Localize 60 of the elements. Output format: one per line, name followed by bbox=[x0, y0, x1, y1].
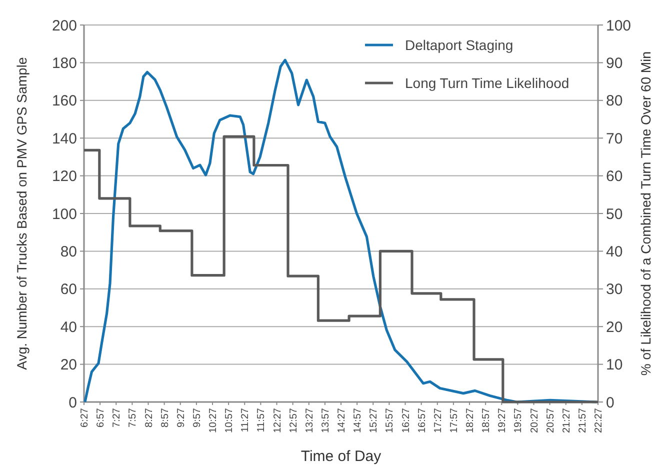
x-tick-label: 21:57 bbox=[577, 408, 588, 434]
x-tick-label: 6:27 bbox=[80, 408, 90, 428]
y-axis-title: Avg. Number of Trucks Based on PMV GPS Sample bbox=[14, 57, 30, 370]
y-tick-label: 140 bbox=[52, 130, 77, 148]
y-tick-label: 200 bbox=[52, 17, 77, 34]
y2-tick-label: 70 bbox=[606, 130, 623, 148]
x-tick-label: 14:27 bbox=[336, 408, 348, 434]
x-tick-label: 20:27 bbox=[529, 408, 540, 434]
x-tick-label: 7:57 bbox=[128, 408, 139, 428]
y-tick-label: 120 bbox=[52, 168, 77, 186]
x-tick-label: 15:27 bbox=[368, 408, 380, 434]
y-tick-label: 60 bbox=[60, 281, 77, 298]
x-tick-label: 9:57 bbox=[192, 408, 203, 428]
x-tick-label: 16:27 bbox=[400, 408, 412, 434]
x-tick-label: 13:27 bbox=[304, 408, 316, 434]
x-axis-title: Time of Day bbox=[300, 448, 382, 465]
x-tick-label: 8:27 bbox=[144, 408, 155, 428]
x-tick-label: 11:27 bbox=[240, 408, 252, 432]
x-tick-label: 8:57 bbox=[160, 408, 171, 428]
x-tick-label: 21:27 bbox=[561, 408, 572, 434]
y2-axis-title: % of Likelihood of a Combined Turn Time Over 60 Min bbox=[638, 51, 654, 376]
y2-tick-label: 100 bbox=[606, 17, 632, 34]
x-tick-label: 10:57 bbox=[224, 408, 236, 434]
y-tick-label: 0 bbox=[68, 394, 77, 412]
y-tick-label: 40 bbox=[60, 318, 77, 336]
y2-tick-label: 80 bbox=[606, 92, 623, 110]
x-tick-label: 22:27 bbox=[594, 408, 604, 434]
x-tick-label: 18:57 bbox=[481, 408, 492, 434]
x-tick-label: 19:27 bbox=[497, 408, 508, 434]
y2-tick-label: 50 bbox=[606, 206, 623, 223]
x-tick-label: 16:57 bbox=[416, 408, 428, 434]
x-tick-label: 13:57 bbox=[320, 408, 332, 434]
x-tick-label: 18:27 bbox=[465, 408, 476, 434]
x-tick-label: 6:57 bbox=[96, 408, 107, 428]
x-tick-label: 20:57 bbox=[545, 408, 556, 434]
y2-tick-label: 0 bbox=[606, 394, 614, 412]
y-tick-label: 20 bbox=[60, 356, 77, 374]
y2-tick-label: 30 bbox=[606, 281, 623, 298]
y2-tick-label: 40 bbox=[606, 243, 623, 260]
y-tick-label: 80 bbox=[60, 243, 77, 260]
x-tick-label: 11:57 bbox=[256, 408, 268, 432]
x-tick-label: 12:57 bbox=[288, 408, 300, 434]
x-tick-label: 9:27 bbox=[176, 408, 187, 428]
legend-label: Deltaport Staging bbox=[405, 36, 514, 53]
y2-tick-label: 60 bbox=[606, 168, 623, 186]
x-tick-label: 15:57 bbox=[384, 408, 396, 434]
x-tick-label: 7:27 bbox=[112, 408, 123, 428]
y2-tick-label: 20 bbox=[606, 318, 623, 336]
x-tick-label: 14:57 bbox=[352, 408, 364, 434]
y-tick-label: 180 bbox=[52, 54, 77, 72]
x-tick-label: 19:57 bbox=[513, 408, 524, 434]
legend-label: Long Turn Time Likelihood bbox=[405, 74, 570, 91]
y2-tick-label: 10 bbox=[606, 356, 623, 374]
x-tick-label: 17:57 bbox=[448, 408, 460, 434]
y-tick-label: 160 bbox=[52, 92, 77, 110]
x-tick-label: 17:27 bbox=[432, 408, 444, 434]
x-tick-label: 10:27 bbox=[208, 408, 219, 434]
x-tick-label: 12:27 bbox=[272, 408, 284, 434]
y2-tick-label: 90 bbox=[606, 54, 623, 72]
y-tick-label: 100 bbox=[52, 206, 77, 223]
